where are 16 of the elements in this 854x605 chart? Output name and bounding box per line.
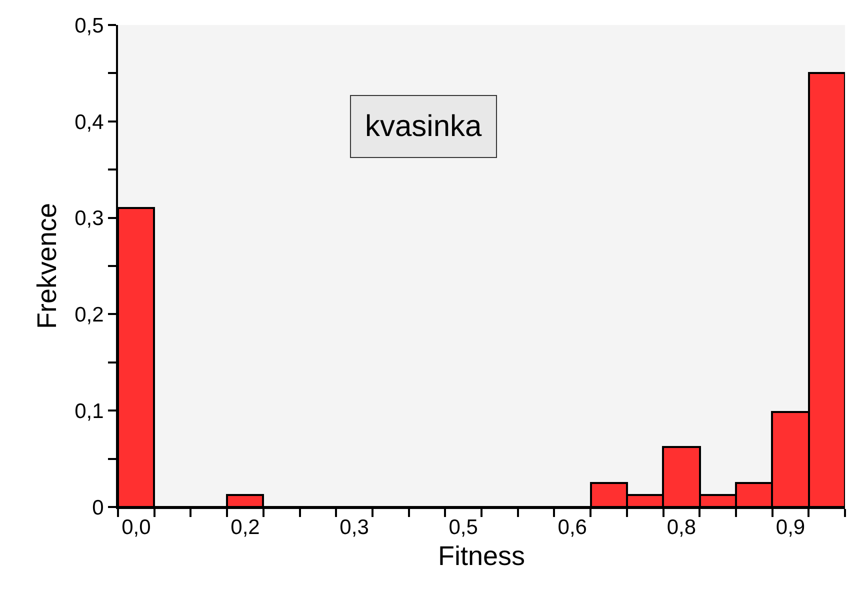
x-tick-label: 0,2 xyxy=(230,516,260,540)
x-tick-label: 0,5 xyxy=(448,516,478,540)
x-tick-label: 0,8 xyxy=(666,516,696,540)
y-tick-label: 0 xyxy=(92,496,104,520)
y-axis-title: Frekvence xyxy=(32,202,62,330)
y-tick-label: 0,1 xyxy=(74,400,104,423)
y-tick-label: 0,3 xyxy=(74,207,104,230)
y-tick-label: 0,4 xyxy=(74,110,104,134)
x-tick-label: 0,3 xyxy=(340,516,369,540)
y-tick-label: 0,2 xyxy=(74,304,104,327)
annotation: kvasinka xyxy=(365,110,482,143)
y-tick-label: 0,5 xyxy=(74,14,104,38)
x-tick-label: 0,9 xyxy=(776,516,806,540)
x-tick-label: 0,6 xyxy=(558,516,587,540)
x-axis-title: Fitness xyxy=(438,541,526,572)
x-tick-label: 0,0 xyxy=(122,516,151,540)
